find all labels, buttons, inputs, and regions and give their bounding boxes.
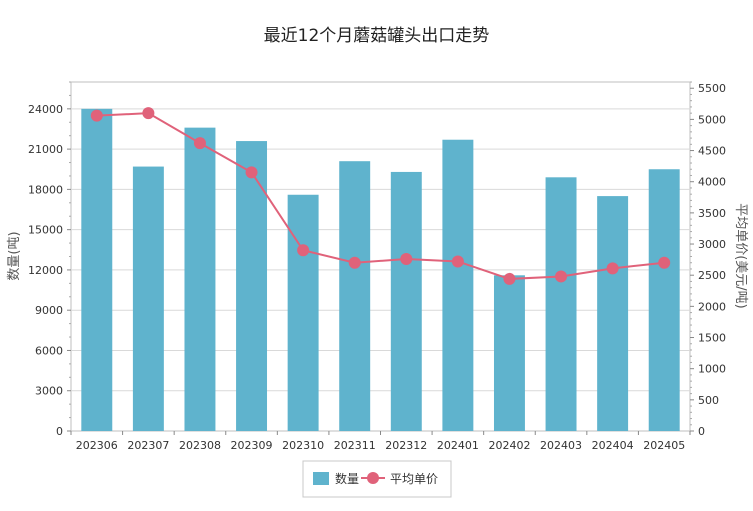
y-left-tick-label: 12000 bbox=[28, 264, 63, 277]
x-tick-label: 202401 bbox=[437, 439, 479, 452]
point-avg-price bbox=[503, 272, 516, 285]
point-avg-price bbox=[245, 166, 258, 179]
y-right-tick-label: 4000 bbox=[698, 176, 726, 189]
point-avg-price bbox=[400, 252, 413, 265]
bar-quantity bbox=[648, 169, 680, 431]
point-avg-price bbox=[606, 262, 619, 275]
y-right-tick-label: 500 bbox=[698, 394, 719, 407]
y-right-tick-label: 1500 bbox=[698, 332, 726, 345]
point-avg-price bbox=[555, 270, 568, 283]
plot-area bbox=[70, 81, 691, 432]
y-right-tick-label: 1000 bbox=[698, 363, 726, 376]
bar-quantity bbox=[339, 161, 371, 431]
x-tick-label: 202310 bbox=[282, 439, 324, 452]
y-right-tick-label: 3500 bbox=[698, 207, 726, 220]
y-left-tick-label: 15000 bbox=[28, 224, 63, 237]
x-axis: 202306 202307 202308 202309 202310 202311 2023… bbox=[70, 431, 691, 452]
y-right-tick-label: 5500 bbox=[698, 82, 726, 95]
y-right-tick-label: 2000 bbox=[698, 300, 726, 313]
y-left-tick-label: 9000 bbox=[35, 304, 63, 317]
legend-swatch-marker-price bbox=[367, 472, 379, 484]
y-axis-left: 0 3000 6000 9000 12000 15000 18000 21000 24000 bbox=[28, 81, 71, 438]
y-left-tick-label: 24000 bbox=[28, 103, 63, 116]
y-right-tick-label: 5000 bbox=[698, 113, 726, 126]
point-avg-price bbox=[451, 255, 464, 268]
x-tick-label: 202311 bbox=[334, 439, 376, 452]
y-left-tick-label: 18000 bbox=[28, 183, 63, 196]
bar-quantity bbox=[236, 141, 268, 432]
point-avg-price bbox=[297, 244, 310, 257]
y-left-tick-label: 3000 bbox=[35, 385, 63, 398]
legend-label-avg-price: 平均单价 bbox=[390, 472, 438, 486]
x-tick-label: 202403 bbox=[540, 439, 582, 452]
x-tick-label: 202312 bbox=[385, 439, 427, 452]
x-tick-label: 202308 bbox=[179, 439, 221, 452]
gridlines bbox=[71, 108, 690, 392]
point-avg-price bbox=[142, 107, 155, 120]
point-avg-price bbox=[193, 137, 206, 150]
bar-quantity bbox=[390, 171, 422, 431]
legend-swatch-quantity bbox=[313, 472, 329, 485]
bar-quantity bbox=[132, 166, 164, 432]
line-series-avg-price bbox=[90, 107, 671, 285]
bar-quantity bbox=[597, 196, 629, 431]
bar-quantity bbox=[81, 108, 113, 431]
y-right-tick-label: 3000 bbox=[698, 238, 726, 251]
x-tick-label: 202306 bbox=[76, 439, 118, 452]
bar-quantity bbox=[287, 194, 319, 431]
y-left-tick-label: 0 bbox=[56, 425, 63, 438]
x-tick-label: 202307 bbox=[127, 439, 169, 452]
x-tick-label: 202309 bbox=[231, 439, 273, 452]
y-right-tick-label: 2500 bbox=[698, 269, 726, 282]
bar-quantity bbox=[493, 275, 525, 431]
x-tick-label: 202405 bbox=[643, 439, 685, 452]
line-avg-price bbox=[96, 112, 665, 280]
bar-quantity bbox=[545, 177, 577, 431]
y-left-tick-label: 6000 bbox=[35, 344, 63, 357]
bar-quantity bbox=[442, 139, 474, 431]
y-left-tick-label: 21000 bbox=[28, 143, 63, 156]
point-avg-price bbox=[348, 256, 361, 269]
x-tick-label: 202402 bbox=[488, 439, 530, 452]
point-avg-price bbox=[90, 109, 103, 122]
y-right-tick-label: 4500 bbox=[698, 145, 726, 158]
y-right-tick-label: 0 bbox=[698, 425, 705, 438]
y-axis-right: 0 500 1000 1500 2000 2500 3000 3500 4000 4500 5000… bbox=[690, 81, 726, 438]
y-axis-right-label: 平均单价(美元/吨) bbox=[733, 203, 748, 309]
point-avg-price bbox=[658, 256, 671, 269]
x-tick-label: 202404 bbox=[592, 439, 634, 452]
y-axis-left-label: 数量(吨) bbox=[7, 231, 22, 280]
bar-quantity bbox=[184, 127, 216, 431]
legend: 数量 平均单价 bbox=[302, 460, 452, 498]
legend-label-quantity: 数量 bbox=[335, 471, 359, 486]
chart-title: 最近12个月蘑菇罐头出口走势 bbox=[264, 26, 490, 46]
